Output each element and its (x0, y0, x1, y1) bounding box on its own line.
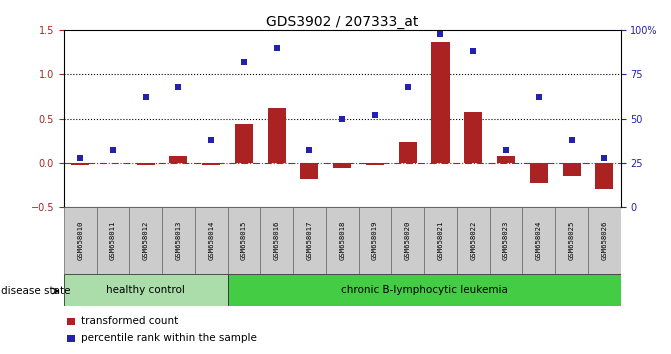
Text: GSM658026: GSM658026 (601, 221, 607, 261)
Bar (202, 163, 220, 165)
Point (304, 148, 315, 153)
Bar (195, 207, 227, 274)
Bar (301, 163, 319, 179)
Bar (424, 207, 457, 274)
Bar (67, 335, 75, 342)
Text: GSM658018: GSM658018 (340, 221, 345, 261)
Bar (555, 207, 588, 274)
Point (501, 148, 511, 153)
Bar (523, 207, 555, 274)
Point (140, 95, 151, 100)
Point (370, 112, 380, 118)
Point (599, 155, 610, 160)
Point (566, 137, 577, 143)
Bar (67, 318, 75, 325)
Bar (137, 163, 154, 165)
Point (107, 148, 118, 153)
Text: percentile rank within the sample: percentile rank within the sample (81, 333, 256, 343)
Point (468, 48, 478, 54)
Bar (588, 207, 621, 274)
Bar (530, 163, 548, 183)
Text: GSM658010: GSM658010 (77, 221, 83, 261)
Bar (227, 274, 621, 306)
Bar (268, 108, 286, 163)
Bar (490, 207, 523, 274)
Bar (162, 207, 195, 274)
Bar (97, 207, 130, 274)
Bar (399, 143, 417, 163)
Text: GSM658024: GSM658024 (535, 221, 541, 261)
Bar (391, 207, 424, 274)
Bar (358, 207, 391, 274)
Point (173, 84, 184, 90)
Text: chronic B-lymphocytic leukemia: chronic B-lymphocytic leukemia (341, 285, 507, 295)
Text: GSM658023: GSM658023 (503, 221, 509, 261)
Bar (169, 156, 187, 163)
Bar (562, 163, 580, 176)
Bar (64, 207, 97, 274)
Text: healthy control: healthy control (106, 285, 185, 295)
Bar (71, 163, 89, 166)
Point (337, 116, 348, 121)
Bar (130, 207, 162, 274)
Bar (227, 207, 260, 274)
Bar (333, 163, 351, 168)
Bar (326, 207, 358, 274)
Bar (235, 124, 253, 163)
Bar (457, 207, 490, 274)
Point (403, 84, 413, 90)
Point (271, 45, 282, 51)
Text: GSM658025: GSM658025 (568, 221, 574, 261)
Text: GSM658017: GSM658017 (307, 221, 313, 261)
Bar (431, 41, 450, 163)
Bar (497, 156, 515, 163)
Bar (293, 207, 326, 274)
Text: GSM658014: GSM658014 (208, 221, 214, 261)
Text: GSM658011: GSM658011 (110, 221, 116, 261)
Text: GSM658019: GSM658019 (372, 221, 378, 261)
Bar (366, 163, 384, 165)
Bar (595, 163, 613, 189)
Text: GSM658022: GSM658022 (470, 221, 476, 261)
Text: GSM658016: GSM658016 (274, 221, 280, 261)
Point (533, 95, 544, 100)
Text: GSM658015: GSM658015 (241, 221, 247, 261)
Point (239, 59, 250, 65)
Text: transformed count: transformed count (81, 316, 178, 326)
Point (435, 31, 446, 36)
Bar (64, 274, 227, 306)
Point (206, 137, 217, 143)
Point (74, 155, 85, 160)
Text: GSM658021: GSM658021 (437, 221, 444, 261)
Text: GSM658013: GSM658013 (175, 221, 181, 261)
Text: GSM658012: GSM658012 (143, 221, 149, 261)
Bar (464, 112, 482, 163)
Text: disease state: disease state (1, 286, 71, 296)
Text: GSM658020: GSM658020 (405, 221, 411, 261)
Bar (260, 207, 293, 274)
Title: GDS3902 / 207333_at: GDS3902 / 207333_at (266, 15, 419, 29)
